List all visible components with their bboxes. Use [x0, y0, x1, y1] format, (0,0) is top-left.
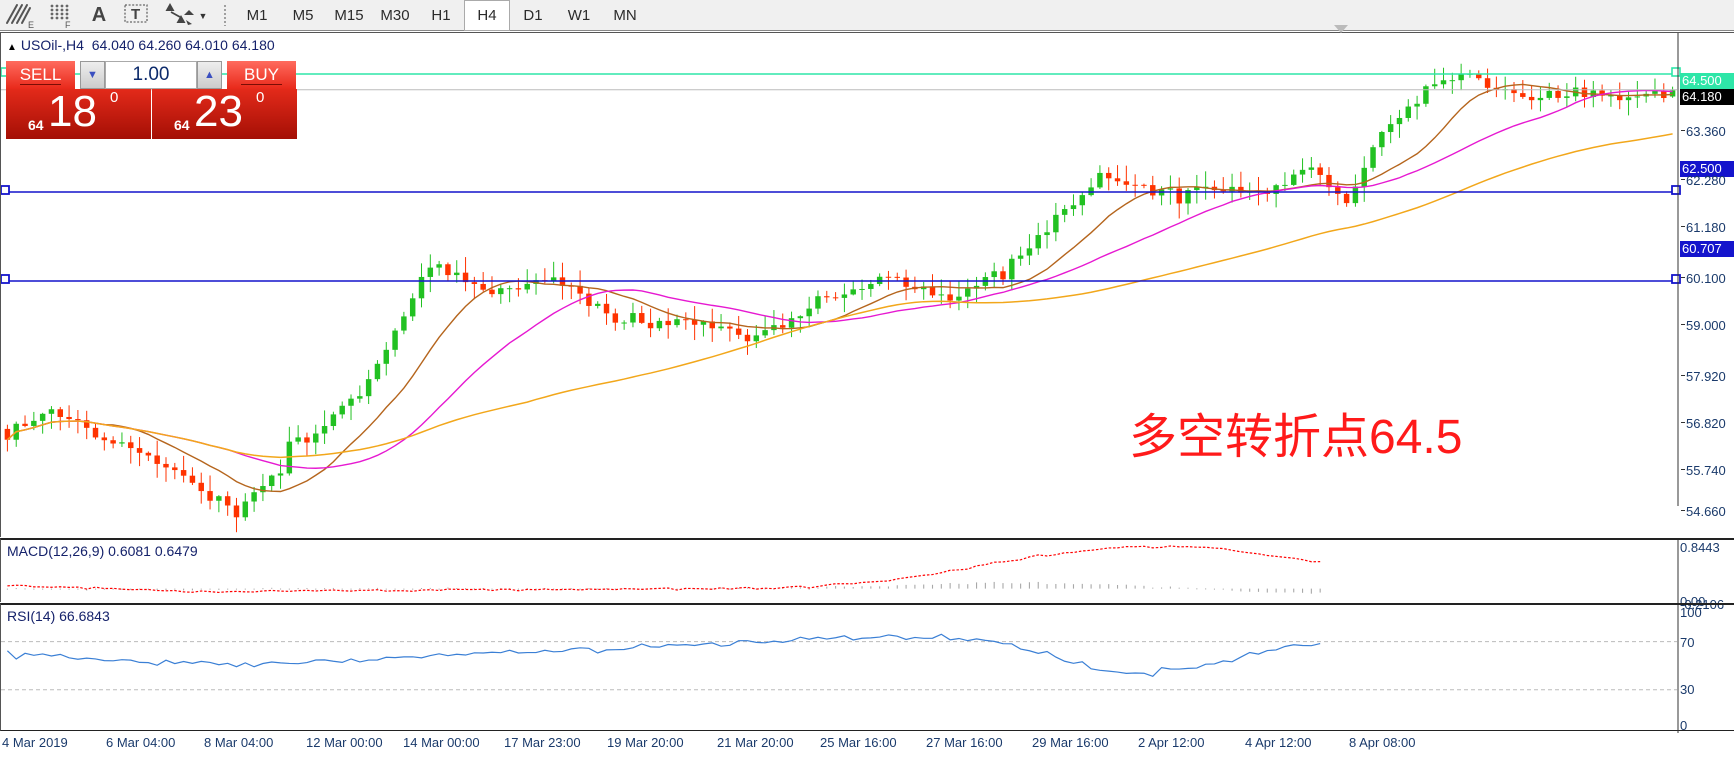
svg-text:T: T [131, 6, 140, 23]
svg-text:多空转折点64.5: 多空转折点64.5 [1129, 411, 1462, 464]
svg-text:F: F [65, 20, 71, 30]
svg-text:E: E [28, 20, 34, 30]
